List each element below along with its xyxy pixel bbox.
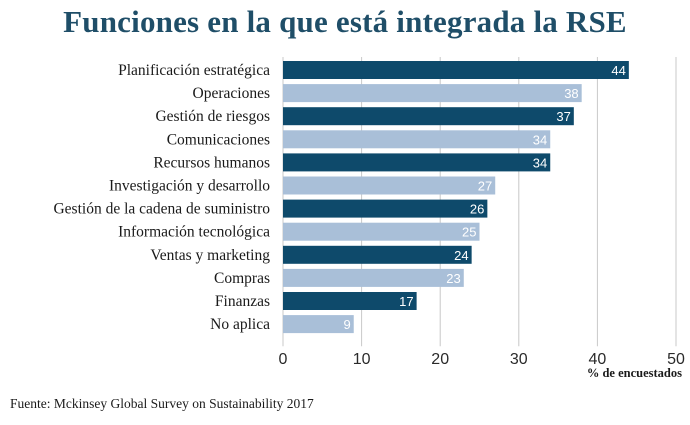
category-label: Planificación estratégica bbox=[118, 62, 270, 79]
bars bbox=[283, 61, 629, 334]
bar bbox=[283, 245, 472, 264]
data-label: 23 bbox=[446, 271, 460, 286]
bar bbox=[283, 222, 480, 241]
data-label: 17 bbox=[399, 294, 413, 309]
data-label: 34 bbox=[533, 155, 547, 170]
data-label: 9 bbox=[344, 317, 351, 332]
data-label: 37 bbox=[556, 109, 570, 124]
bar bbox=[283, 84, 582, 103]
category-label: Operaciones bbox=[193, 85, 270, 102]
data-label: 34 bbox=[533, 132, 547, 147]
data-label: 25 bbox=[462, 225, 476, 240]
bar bbox=[283, 61, 629, 79]
data-label: 27 bbox=[478, 179, 492, 194]
category-label: Ventas y marketing bbox=[150, 247, 270, 264]
category-label: Investigación y desarrollo bbox=[109, 178, 270, 195]
x-tick-label: 40 bbox=[589, 351, 607, 368]
x-tick-label: 50 bbox=[667, 351, 685, 368]
x-tick-label: 10 bbox=[353, 351, 371, 368]
value-labels: 44 38 37 34 34 27 26 25 24 23 17 9 bbox=[344, 63, 626, 332]
source-note: Fuente: Mckinsey Global Survey on Sustai… bbox=[10, 396, 314, 411]
bar bbox=[283, 199, 488, 218]
bar bbox=[283, 268, 464, 287]
category-label: Comunicaciones bbox=[167, 131, 270, 148]
category-label: No aplica bbox=[210, 316, 270, 333]
bar bbox=[283, 315, 354, 334]
x-tick-label: 20 bbox=[431, 351, 449, 368]
category-label: Gestión de la cadena de suministro bbox=[53, 201, 270, 218]
bar bbox=[283, 292, 417, 310]
x-tick-label: 30 bbox=[510, 351, 528, 368]
bar bbox=[283, 107, 574, 126]
data-label: 38 bbox=[564, 86, 578, 101]
x-tick-labels: 0 10 20 30 40 50 bbox=[279, 351, 685, 368]
category-label: Compras bbox=[214, 270, 270, 287]
category-label: Recursos humanos bbox=[153, 154, 270, 171]
data-label: 24 bbox=[454, 248, 468, 263]
data-label: 44 bbox=[611, 63, 625, 78]
bar bbox=[283, 130, 551, 149]
category-labels: Planificación estratégica Operaciones Gest… bbox=[53, 62, 270, 333]
x-tick-label: 0 bbox=[279, 351, 288, 368]
data-label: 26 bbox=[470, 202, 484, 217]
category-label: Finanzas bbox=[215, 293, 270, 310]
chart-title: Funciones en la que está integrada la RS… bbox=[63, 4, 627, 39]
category-label: Gestión de riesgos bbox=[155, 108, 270, 125]
x-axis-label: % de encuestados bbox=[586, 366, 682, 380]
category-label: Información tecnológica bbox=[118, 224, 270, 241]
bar bbox=[283, 176, 496, 195]
bar bbox=[283, 153, 551, 172]
